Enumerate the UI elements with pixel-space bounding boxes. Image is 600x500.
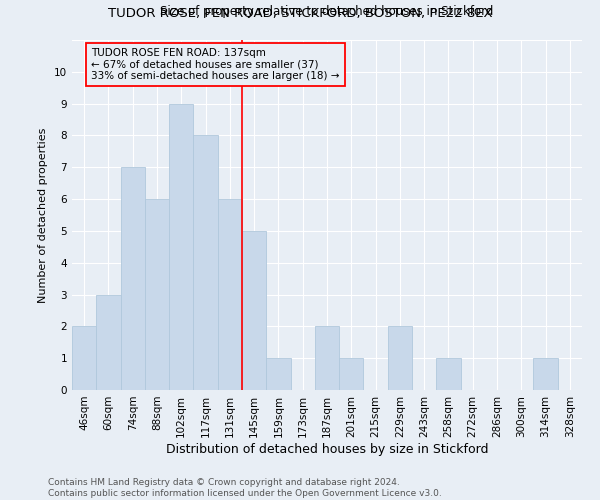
Bar bbox=[388, 326, 412, 390]
Bar bbox=[339, 358, 364, 390]
Bar bbox=[436, 358, 461, 390]
Text: TUDOR ROSE, FEN ROAD, STICKFORD, BOSTON, PE22 8EX: TUDOR ROSE, FEN ROAD, STICKFORD, BOSTON,… bbox=[107, 8, 493, 20]
Text: Contains HM Land Registry data © Crown copyright and database right 2024.
Contai: Contains HM Land Registry data © Crown c… bbox=[48, 478, 442, 498]
Bar bbox=[96, 294, 121, 390]
Title: Size of property relative to detached houses in Stickford: Size of property relative to detached ho… bbox=[160, 5, 494, 18]
Bar bbox=[533, 358, 558, 390]
X-axis label: Distribution of detached houses by size in Stickford: Distribution of detached houses by size … bbox=[166, 442, 488, 456]
Bar bbox=[242, 231, 266, 390]
Bar bbox=[315, 326, 339, 390]
Y-axis label: Number of detached properties: Number of detached properties bbox=[38, 128, 49, 302]
Bar bbox=[121, 168, 145, 390]
Bar bbox=[72, 326, 96, 390]
Bar bbox=[145, 199, 169, 390]
Bar bbox=[218, 199, 242, 390]
Bar bbox=[169, 104, 193, 390]
Text: TUDOR ROSE FEN ROAD: 137sqm
← 67% of detached houses are smaller (37)
33% of sem: TUDOR ROSE FEN ROAD: 137sqm ← 67% of det… bbox=[91, 48, 340, 81]
Bar bbox=[193, 136, 218, 390]
Bar bbox=[266, 358, 290, 390]
